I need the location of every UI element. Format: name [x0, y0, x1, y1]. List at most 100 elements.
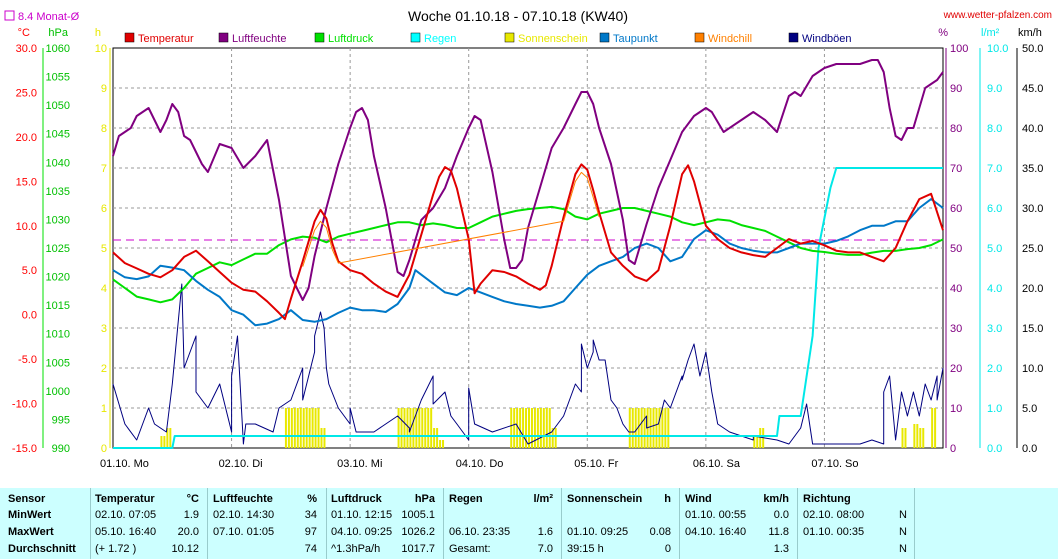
table-column-divider [561, 488, 562, 559]
sunshine-bar [516, 408, 519, 448]
sunshine-bar [548, 408, 551, 448]
humidity-unit-label: % [938, 27, 948, 39]
sunshine-bar [397, 408, 400, 448]
sunshine-bar [513, 408, 516, 448]
sun-tick-label: 6 [101, 203, 107, 215]
x-tick-label: 05.10. Fr [574, 458, 618, 470]
pressure-time: ^1.3hPa/h [331, 543, 381, 555]
legend-swatch [599, 32, 610, 43]
temp-time: (+ 1.72 ) [95, 543, 137, 555]
pressure-unit-label: hPa [48, 27, 68, 39]
pressure-line [112, 205, 944, 304]
wind-unit-label: km/h [1018, 27, 1042, 39]
wind-tick-label: 50.0 [1022, 43, 1043, 55]
sunshine-bar [756, 436, 759, 448]
sunshine-bar [913, 424, 916, 448]
wind-value: 11.8 [768, 526, 789, 538]
rain-tick-label: 6.0 [987, 203, 1002, 215]
pressure-value: 1026.2 [401, 526, 435, 538]
sunshine-bar [287, 408, 290, 448]
sun-tick-label: 0 [101, 443, 107, 455]
legend-swatch [314, 32, 325, 43]
header-direction: Richtung [803, 493, 851, 505]
pressure-tick-label: 1000 [46, 386, 70, 398]
sun-time: 01.10. 09:25 [567, 526, 629, 538]
legend-label: Taupunkt [613, 33, 658, 45]
x-tick-label: 04.10. Do [456, 458, 504, 470]
pressure-tick-label: 1010 [46, 329, 70, 341]
sunshine-bar [658, 408, 661, 448]
x-tick-label: 01.10. Mo [100, 458, 149, 470]
header-pressure-unit: hPa [414, 493, 435, 505]
sunshine-bar [406, 408, 409, 448]
table-column-divider [679, 488, 680, 559]
watermark-link[interactable]: www.wetter-pfalzen.com [943, 10, 1052, 21]
sunshine-bar [661, 408, 664, 448]
temp-tick-label: 0.0 [22, 310, 37, 322]
series-lines [112, 59, 944, 449]
table-column-divider [443, 488, 444, 559]
temp-value: 20.0 [177, 526, 199, 538]
sunshine-bar [753, 436, 756, 448]
sun-time: 39:15 h [567, 543, 604, 555]
sunshine-bar [637, 408, 640, 448]
header-temp: Temperatur [95, 493, 155, 505]
sun-tick-label: 9 [101, 83, 107, 95]
sunshine-bar [525, 408, 528, 448]
wind-time: 01.10. 00:55 [685, 509, 747, 521]
humidity-tick-label: 100 [950, 43, 968, 55]
sunshine-bar [293, 408, 296, 448]
sunshine-bar [640, 408, 643, 448]
direction-value: N [899, 543, 907, 555]
sunshine-bar [290, 408, 293, 448]
wind-tick-label: 20.0 [1022, 283, 1043, 295]
wind-tick-label: 30.0 [1022, 203, 1043, 215]
sunshine-bar [634, 408, 637, 448]
rain-tick-label: 3.0 [987, 323, 1002, 335]
wind-value: 1.3 [773, 543, 789, 555]
header-sun-unit: h [664, 493, 671, 505]
header-sun: Sonnenschein [567, 493, 643, 505]
sun-tick-label: 5 [101, 243, 107, 255]
pressure-tick-label: 1005 [46, 357, 70, 369]
temp-tick-label: -5.0 [18, 354, 37, 366]
legend-swatch [504, 32, 515, 43]
sunshine-bar [655, 408, 658, 448]
sunshine-bar [519, 408, 522, 448]
sunshine-bar [667, 408, 670, 448]
rain-value: 7.0 [537, 543, 553, 555]
sunshine-bar [430, 408, 433, 448]
sunshine-bar [551, 428, 554, 448]
pressure-tick-label: 1060 [46, 43, 70, 55]
sunshine-bar [522, 408, 525, 448]
sunshine-bar [934, 408, 937, 448]
sunshine-bar [545, 408, 548, 448]
humidity-tick-label: 10 [950, 403, 962, 415]
temp-tick-label: -10.0 [12, 399, 37, 411]
direction-time: 01.10. 00:35 [803, 526, 865, 538]
sunshine-bar [919, 428, 922, 448]
header-temp-unit: °C [186, 493, 199, 505]
sunshine-bar [530, 408, 533, 448]
wind-tick-label: 35.0 [1022, 163, 1043, 175]
wind-tick-label: 15.0 [1022, 323, 1043, 335]
rain-line [113, 167, 943, 449]
sunshine-bar [652, 408, 655, 448]
sunshine-bar [922, 428, 925, 448]
header-wind-unit: km/h [763, 493, 789, 505]
pressure-tick-label: 990 [52, 443, 70, 455]
sunshine-bar [649, 408, 652, 448]
pressure-tick-label: 1025 [46, 243, 70, 255]
rain-tick-label: 8.0 [987, 123, 1002, 135]
rain-time: 06.10. 23:35 [449, 526, 511, 538]
sun-tick-label: 2 [101, 363, 107, 375]
sunshine-bar [533, 408, 536, 448]
humidity-value: 74 [304, 543, 317, 555]
wind-tick-label: 40.0 [1022, 123, 1043, 135]
header-rain-unit: l/m² [533, 493, 553, 505]
sun-tick-label: 8 [101, 123, 107, 135]
humidity-tick-label: 70 [950, 163, 962, 175]
sunshine-bar [904, 428, 907, 448]
humidity-tick-label: 30 [950, 323, 962, 335]
sunshine-bar [421, 408, 424, 448]
